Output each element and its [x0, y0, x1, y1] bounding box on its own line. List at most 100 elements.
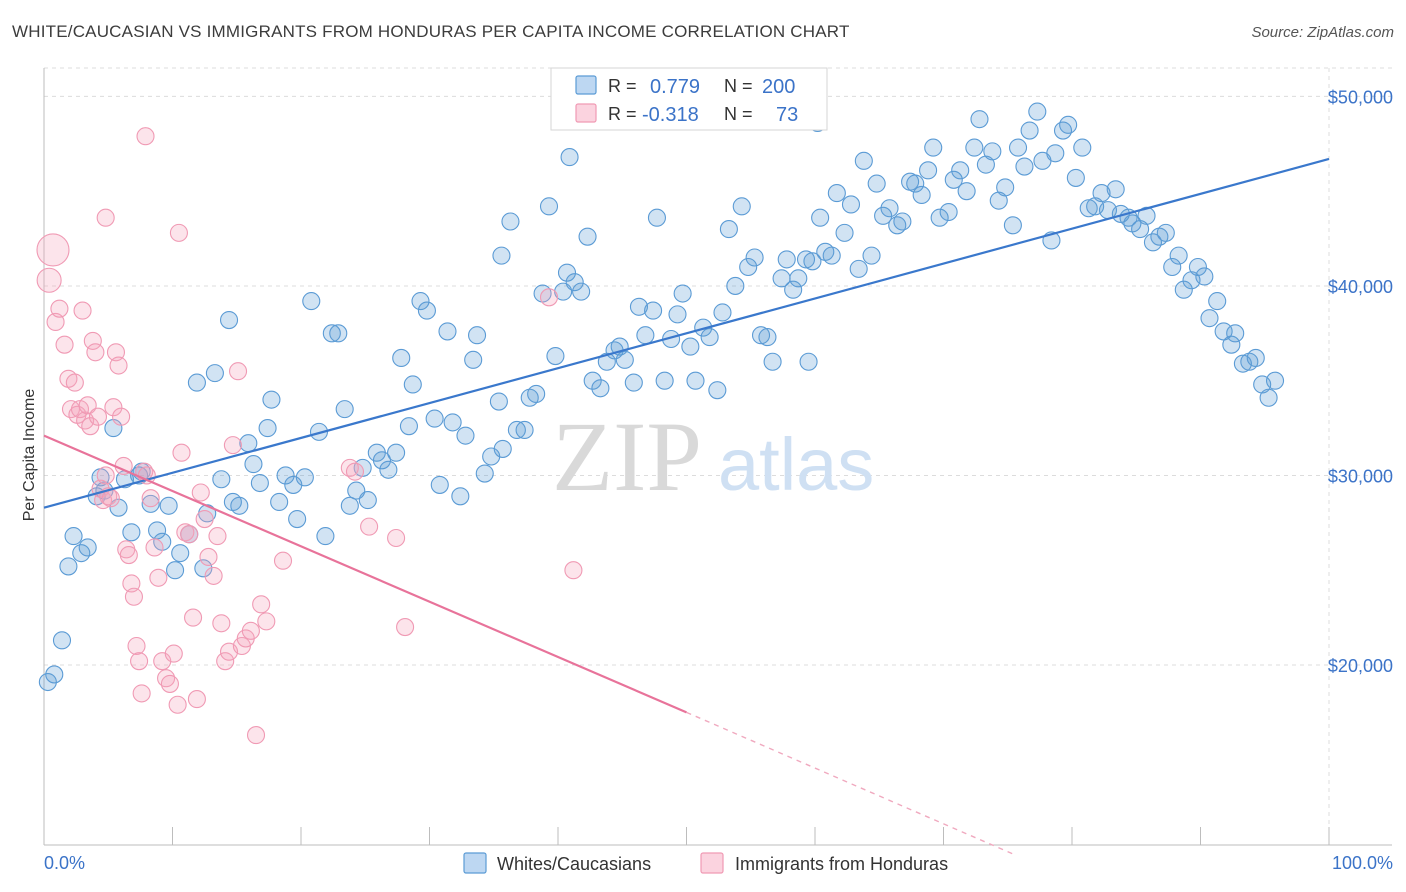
grid-lines: [44, 67, 1392, 845]
chart-source: Source: ZipAtlas.com: [1251, 24, 1394, 41]
white-point: [1222, 335, 1241, 354]
honduras-point: [78, 396, 97, 415]
white-point: [372, 451, 392, 470]
white-point: [560, 148, 579, 167]
white-point: [924, 138, 943, 157]
legend-swatch-pink: [575, 103, 597, 123]
white-point: [1137, 206, 1156, 225]
white-point: [316, 527, 335, 546]
honduras-point: [241, 621, 260, 640]
legend-bottom-swatch-blue: [463, 852, 487, 874]
honduras-point: [387, 528, 406, 548]
white-point: [874, 206, 893, 225]
white-point: [713, 303, 732, 322]
honduras-point: [228, 362, 248, 381]
watermark: ZIP atlas: [552, 401, 874, 512]
honduras-point: [164, 644, 183, 663]
white-point: [205, 364, 224, 383]
white-point: [951, 161, 970, 180]
honduras-point: [86, 343, 105, 362]
honduras-point: [149, 568, 168, 587]
honduras-point: [81, 417, 100, 436]
honduras-point: [345, 462, 365, 481]
white-point: [867, 174, 886, 193]
white-point: [166, 561, 185, 580]
white-point: [1028, 102, 1047, 121]
honduras-point: [195, 509, 214, 529]
white-point: [507, 420, 526, 440]
white-point: [578, 227, 597, 246]
honduras-point: [204, 566, 223, 585]
white-point: [230, 496, 249, 515]
honduras-point: [223, 436, 242, 455]
legend-bottom: Whites/Caucasians Immigrants from Hondur…: [463, 852, 948, 874]
white-point: [403, 375, 422, 394]
white-point: [565, 273, 584, 292]
honduras-point: [73, 301, 92, 320]
y-tick-labels: $20,000 $30,000 $40,000 $50,000: [1328, 87, 1393, 676]
white-point: [546, 347, 565, 366]
white-point: [629, 297, 649, 316]
honduras-point: [96, 208, 115, 227]
white-point: [443, 413, 462, 432]
white-point: [694, 318, 713, 337]
white-point: [38, 672, 57, 692]
honduras-point: [246, 726, 266, 745]
white-point: [239, 434, 258, 453]
white-point: [1169, 246, 1188, 265]
white-point: [258, 419, 277, 438]
white-point: [1163, 257, 1182, 277]
white-point: [827, 184, 846, 203]
x-tick-labels: 0.0% 100.0%: [44, 853, 1393, 873]
white-point: [739, 257, 758, 277]
white-point: [673, 284, 692, 303]
white-point: [411, 292, 430, 311]
honduras-point: [83, 331, 102, 350]
honduras-point: [539, 288, 559, 307]
white-point: [957, 182, 976, 201]
legend-n-label-1: N =: [724, 76, 753, 96]
white-point: [732, 197, 751, 216]
white-point: [849, 259, 868, 278]
y-axis-label: Per Capita Income: [21, 389, 38, 522]
honduras-point: [122, 574, 141, 593]
white-point: [392, 348, 411, 368]
white-point: [970, 110, 989, 129]
white-point: [141, 494, 160, 513]
white-point: [302, 292, 321, 311]
white-point: [387, 443, 406, 462]
white-point: [219, 311, 239, 330]
white-point: [557, 263, 577, 282]
white-point: [1265, 371, 1285, 390]
white-point: [719, 220, 738, 239]
legend-r-value-1: 0.779: [650, 76, 700, 98]
white-point: [583, 371, 602, 390]
white-point: [1003, 216, 1022, 235]
white-point: [1059, 115, 1078, 134]
white-point: [644, 301, 663, 320]
white-point: [944, 170, 963, 189]
honduras-point: [360, 517, 379, 536]
honduras-point: [564, 561, 583, 580]
honduras-point: [132, 684, 151, 703]
y-tick-label: $50,000: [1328, 87, 1393, 107]
white-point: [322, 324, 341, 343]
honduras-point: [257, 612, 276, 631]
watermark-zip: ZIP: [552, 401, 702, 512]
data-points: [36, 102, 1285, 745]
white-point: [194, 559, 213, 578]
y-tick-label: $40,000: [1328, 277, 1393, 297]
white-point: [329, 324, 348, 343]
honduras-point: [127, 636, 146, 656]
white-point: [1008, 138, 1028, 157]
white-point: [777, 250, 796, 269]
honduras-point: [199, 547, 218, 566]
white-point: [295, 468, 314, 487]
honduras-point: [106, 343, 126, 362]
white-point: [492, 246, 511, 265]
white-point: [708, 381, 727, 400]
honduras-point: [124, 587, 143, 606]
legend-n-value-2: 73: [776, 104, 798, 126]
white-point: [262, 390, 281, 409]
honduras-point: [187, 690, 206, 709]
